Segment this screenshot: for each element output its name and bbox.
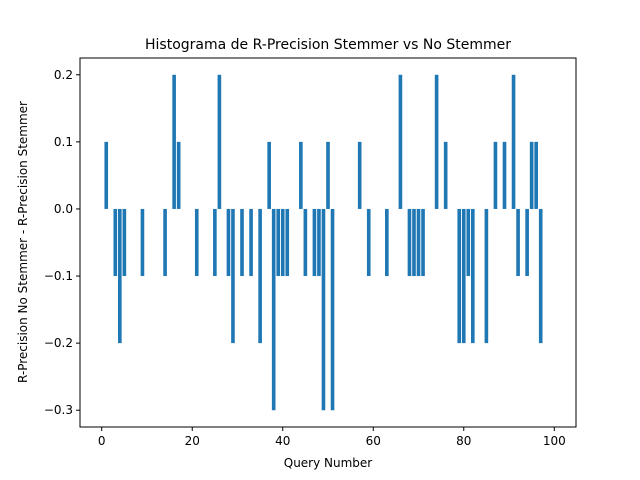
y-tick-label: 0.1: [54, 135, 73, 149]
x-axis-label: Query Number: [284, 456, 373, 470]
bar: [529, 141, 534, 209]
bar: [516, 208, 520, 277]
x-tick-label: 100: [543, 434, 566, 448]
bar: [267, 141, 271, 209]
bar: [525, 208, 529, 277]
bar: [213, 208, 217, 277]
bar: [457, 208, 462, 344]
bar: [412, 208, 416, 277]
bar: [443, 141, 448, 209]
bar: [471, 208, 475, 344]
bar: [271, 208, 276, 411]
bar: [226, 208, 231, 277]
bar: [122, 208, 127, 277]
bar: [317, 208, 321, 277]
bar: [421, 208, 425, 277]
bar: [217, 74, 222, 209]
bar: [163, 208, 167, 277]
bar: [104, 141, 109, 209]
bar: [276, 208, 281, 277]
bars-group: [104, 74, 543, 411]
bar: [461, 208, 466, 344]
x-tick-label: 0: [98, 434, 106, 448]
y-axis-ticks: −0.3 −0.2 −0.1 0.0 0.1 0.2: [44, 68, 80, 417]
bar: [366, 208, 371, 277]
y-tick-label: 0.2: [54, 68, 73, 82]
bar: [330, 208, 335, 411]
bar: [398, 74, 403, 209]
y-tick-label: −0.2: [44, 336, 73, 350]
x-tick-label: 80: [456, 434, 471, 448]
bar: [534, 141, 538, 209]
bar: [299, 141, 303, 209]
bar: [113, 208, 118, 277]
bar: [231, 208, 235, 344]
bar: [357, 141, 362, 209]
y-tick-label: −0.3: [44, 403, 73, 417]
bar: [416, 208, 421, 277]
bar: [194, 208, 199, 277]
bar: [407, 208, 412, 277]
bar: [172, 74, 176, 209]
chart-title: Histograma de R-Precision Stemmer vs No …: [145, 37, 511, 53]
bar: [140, 208, 145, 277]
bar: [484, 208, 489, 344]
y-tick-label: 0.0: [54, 202, 73, 216]
bar: [249, 208, 253, 277]
bar: [321, 208, 326, 411]
x-tick-label: 60: [366, 434, 381, 448]
bar: [280, 208, 285, 277]
plot-frame: [79, 57, 577, 428]
bar: [326, 141, 330, 209]
y-tick-label: −0.1: [44, 269, 73, 283]
bar: [312, 208, 317, 277]
bar: [118, 208, 122, 344]
bar: [466, 208, 471, 277]
bar: [258, 208, 262, 344]
bar: [538, 208, 543, 344]
x-tick-label: 20: [185, 434, 200, 448]
bar: [285, 208, 290, 277]
bar: [511, 74, 516, 209]
bar: [434, 74, 439, 209]
bar: [493, 141, 498, 209]
bar: [385, 208, 389, 277]
x-axis-ticks: 0 20 40 60 80 100: [98, 427, 566, 448]
y-axis-label: R-Precision No Stemmer - R-Precision Ste…: [16, 101, 30, 383]
bar: [240, 208, 244, 277]
bar: [502, 141, 507, 209]
bar: [176, 141, 181, 209]
bar: [303, 208, 308, 277]
x-tick-label: 40: [275, 434, 290, 448]
